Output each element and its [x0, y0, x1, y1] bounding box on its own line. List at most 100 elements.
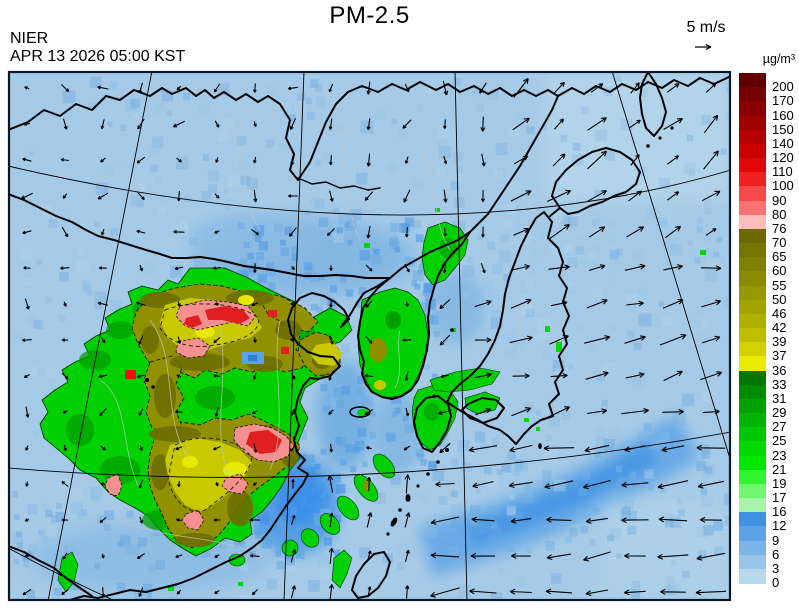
wind-vector-arrow	[404, 371, 409, 381]
wind-vector-arrow	[23, 374, 30, 379]
colorbar-segment	[739, 115, 766, 131]
wind-vector-arrow	[475, 408, 492, 416]
wind-vector-arrow	[214, 120, 220, 128]
wind-vector-arrow	[702, 408, 720, 415]
colorbar-segment	[739, 101, 766, 116]
wind-vector-arrow	[289, 227, 297, 237]
wind-vector-arrow	[621, 517, 649, 524]
wind-vector-arrow	[404, 263, 410, 273]
wind-vector-arrow	[658, 516, 688, 523]
wind-vector-arrow	[481, 226, 485, 238]
wind-vector-arrow	[430, 516, 460, 525]
wind-vector-arrow	[97, 85, 109, 90]
wind-vector-arrow	[546, 553, 572, 561]
wind-vector-arrow	[366, 550, 372, 562]
wind-vector-arrow	[21, 338, 32, 343]
wind-vector-arrow	[548, 264, 570, 271]
wind-vector-arrow	[290, 302, 296, 306]
wind-vector-arrow	[365, 264, 373, 272]
wind-vector-arrow	[440, 374, 450, 379]
wind-vector-arrow	[100, 336, 106, 344]
wind-vector-arrow	[430, 552, 460, 559]
wind-vector-arrow	[328, 371, 334, 381]
colorbar-tick-label: 150	[772, 121, 794, 137]
colorbar-segment	[739, 328, 766, 343]
wind-vector-arrow	[624, 263, 646, 271]
colorbar-segment	[739, 243, 766, 258]
colorbar-tick-label: 60	[772, 263, 787, 279]
colorbar-segment	[739, 370, 766, 386]
wind-vector-arrow	[703, 150, 719, 170]
wind-vector-arrow	[512, 373, 530, 379]
wind-vector-arrow	[139, 445, 143, 451]
wind-vector-arrow	[442, 80, 449, 96]
datetime-label: APR 13 2026 05:00 KST	[10, 48, 186, 65]
colorbar-tick-label: 70	[772, 235, 787, 251]
wind-vector-arrow	[366, 512, 373, 528]
wind-vector-arrow	[326, 228, 335, 237]
colorbar-tick-label: 37	[772, 348, 787, 364]
wind-vector-arrow	[626, 226, 645, 238]
wind-vector-arrow	[404, 156, 409, 164]
wind-vector-arrow	[705, 83, 717, 93]
wind-vector-arrow	[215, 157, 219, 163]
wind-vector-arrow	[663, 117, 683, 130]
wind-vector-arrow	[367, 586, 372, 598]
wind-vector-arrow	[364, 408, 374, 416]
wind-vector-arrow	[509, 335, 533, 344]
wind-vector-arrow	[61, 226, 69, 238]
wind-vector-arrow	[25, 481, 29, 487]
wind-vector-arrow	[253, 189, 258, 203]
wind-vector-arrow	[252, 372, 257, 380]
colorbar-tick-label: 27	[772, 419, 787, 435]
wind-vector-arrow	[439, 442, 451, 454]
wind-vector-arrow	[329, 190, 334, 202]
wind-vector-arrow	[252, 83, 257, 93]
wind-vector-arrow	[624, 589, 646, 596]
wind-vector-arrow	[136, 374, 145, 379]
wind-vector-arrow	[443, 156, 448, 165]
wind-vector-arrow	[479, 82, 487, 94]
wind-vector-arrow	[63, 444, 67, 452]
wind-vector-arrow	[544, 480, 574, 490]
wind-vector-arrow	[61, 480, 69, 487]
wind-vector-arrow	[657, 480, 689, 490]
source-label: NIER	[10, 30, 49, 47]
wind-vector-arrow	[136, 156, 146, 164]
colorbar-segment	[739, 214, 766, 230]
colorbar-tick-label: 200	[772, 79, 794, 95]
wind-vector-arrow	[291, 479, 295, 489]
wind-vector-arrow	[25, 445, 29, 451]
wind-vector-arrow	[699, 516, 722, 523]
wind-scale-label: 5 m/s	[686, 19, 726, 36]
wind-vector-arrow	[587, 190, 607, 202]
wind-vector-arrow	[214, 407, 219, 417]
wind-vector-arrow	[177, 336, 182, 344]
colorbar-tick-label: 170	[772, 93, 794, 109]
wind-vector-arrow	[98, 374, 108, 379]
wind-vector-arrow	[290, 372, 296, 380]
wind-vector-arrow	[474, 300, 492, 308]
wind-vector-arrow	[176, 190, 181, 202]
wind-vector-arrow	[405, 407, 410, 417]
wind-vector-arrow	[621, 407, 649, 415]
wind-vector-arrow	[25, 406, 30, 418]
colorbar-segment	[739, 441, 766, 457]
wind-vector-arrow	[626, 300, 644, 307]
wind-vector-arrow	[659, 333, 687, 346]
wind-vector-arrow	[23, 266, 31, 270]
wind-vector-arrow	[253, 337, 257, 343]
colorbar-tick-label: 6	[772, 546, 780, 562]
wind-vector-arrow	[214, 590, 220, 595]
wind-vector-arrow	[590, 83, 604, 93]
wind-vector-arrow	[60, 266, 70, 271]
colorbar-tick-label: 80	[772, 206, 787, 222]
wind-vector-arrow	[62, 118, 68, 130]
colorbar-segment	[739, 540, 766, 556]
wind-vector-arrow	[23, 122, 31, 126]
wind-vector-arrow	[139, 516, 144, 524]
colorbar-segment	[739, 158, 766, 173]
colorbar-segment	[739, 186, 766, 202]
wind-vector-arrow	[438, 409, 452, 415]
colorbar-segment	[739, 200, 766, 216]
